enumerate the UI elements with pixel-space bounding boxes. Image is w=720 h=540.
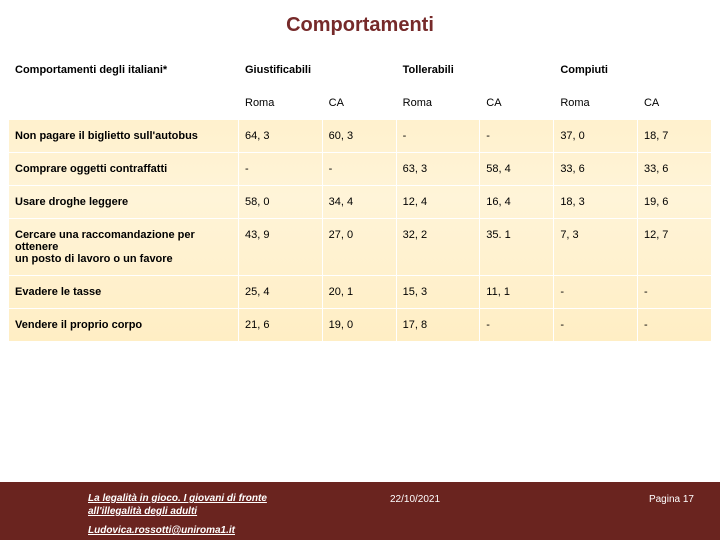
table-row: Cercare una raccomandazione per ottenere… — [9, 219, 712, 276]
row-label: Comprare oggetti contraffatti — [9, 153, 239, 186]
sub-3: CA — [480, 87, 554, 120]
sub-1: CA — [322, 87, 396, 120]
header-label: Comportamenti degli italiani* — [9, 54, 239, 120]
table-row: Non pagare il biglietto sull'autobus64, … — [9, 120, 712, 153]
sub-4: Roma — [554, 87, 638, 120]
cell: 15, 3 — [396, 276, 480, 309]
cell: 58, 4 — [480, 153, 554, 186]
cell: 12, 4 — [396, 186, 480, 219]
cell: 18, 3 — [554, 186, 638, 219]
cell: 16, 4 — [480, 186, 554, 219]
cell: 34, 4 — [322, 186, 396, 219]
cell: 19, 0 — [322, 309, 396, 342]
footer-bar: La legalità in gioco. I giovani di front… — [0, 482, 720, 540]
cell: 33, 6 — [554, 153, 638, 186]
row-label: Vendere il proprio corpo — [9, 309, 239, 342]
comportamenti-table: Comportamenti degli italiani* Giustifica… — [8, 53, 712, 342]
cell: - — [322, 153, 396, 186]
row-label: Usare droghe leggere — [9, 186, 239, 219]
group-2: Compiuti — [554, 54, 712, 87]
cell: 17, 8 — [396, 309, 480, 342]
cell: - — [480, 309, 554, 342]
cell: - — [554, 309, 638, 342]
cell: 25, 4 — [239, 276, 323, 309]
cell: - — [480, 120, 554, 153]
cell: 12, 7 — [637, 219, 711, 276]
cell: 32, 2 — [396, 219, 480, 276]
footer-page: Pagina 17 — [649, 494, 694, 505]
cell: 27, 0 — [322, 219, 396, 276]
cell: - — [637, 309, 711, 342]
sub-2: Roma — [396, 87, 480, 120]
cell: 64, 3 — [239, 120, 323, 153]
table-row: Usare droghe leggere58, 034, 412, 416, 4… — [9, 186, 712, 219]
footer-email: Ludovica.rossotti@uniroma1.it — [8, 525, 235, 536]
table-row: Comprare oggetti contraffatti--63, 358, … — [9, 153, 712, 186]
table-body: Non pagare il biglietto sull'autobus64, … — [9, 120, 712, 342]
table-container: Comportamenti degli italiani* Giustifica… — [0, 53, 720, 482]
cell: 35. 1 — [480, 219, 554, 276]
cell: 37, 0 — [554, 120, 638, 153]
row-label: Cercare una raccomandazione per ottenere… — [9, 219, 239, 276]
cell: 18, 7 — [637, 120, 711, 153]
cell: 7, 3 — [554, 219, 638, 276]
cell: 19, 6 — [637, 186, 711, 219]
cell: - — [239, 153, 323, 186]
sub-0: Roma — [239, 87, 323, 120]
group-0: Giustificabili — [239, 54, 397, 87]
row-label: Evadere le tasse — [9, 276, 239, 309]
table-row: Vendere il proprio corpo21, 619, 017, 8-… — [9, 309, 712, 342]
footer-date: 22/10/2021 — [390, 494, 440, 505]
row-label: Non pagare il biglietto sull'autobus — [9, 120, 239, 153]
cell: 11, 1 — [480, 276, 554, 309]
footer-subtitle: La legalità in gioco. I giovani di front… — [8, 492, 308, 518]
cell: 58, 0 — [239, 186, 323, 219]
cell: 60, 3 — [322, 120, 396, 153]
cell: 63, 3 — [396, 153, 480, 186]
cell: - — [554, 276, 638, 309]
cell: - — [637, 276, 711, 309]
page-title: Comportamenti — [0, 0, 720, 53]
sub-5: CA — [637, 87, 711, 120]
cell: - — [396, 120, 480, 153]
cell: 33, 6 — [637, 153, 711, 186]
table-row: Evadere le tasse25, 420, 115, 311, 1-- — [9, 276, 712, 309]
cell: 20, 1 — [322, 276, 396, 309]
cell: 21, 6 — [239, 309, 323, 342]
cell: 43, 9 — [239, 219, 323, 276]
group-1: Tollerabili — [396, 54, 554, 87]
